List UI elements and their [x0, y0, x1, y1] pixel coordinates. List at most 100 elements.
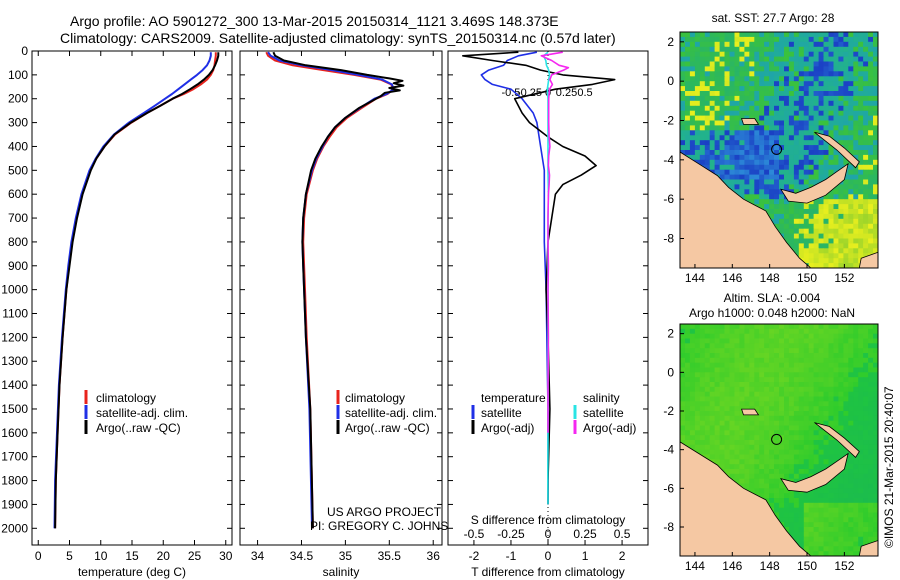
- heatmap-cell: [699, 362, 706, 368]
- heatmap-cell: [769, 386, 775, 392]
- heatmap-cell: [793, 449, 800, 455]
- heatmap-cell: [685, 396, 691, 402]
- heatmap-cell: [793, 115, 800, 121]
- heatmap-cell: [739, 194, 745, 200]
- heatmap-cell: [838, 204, 844, 210]
- heatmap-cell: [828, 377, 834, 383]
- heatmap-cell: [769, 61, 775, 67]
- heatmap-cell: [873, 179, 879, 185]
- heatmap-cell: [779, 512, 785, 518]
- heatmap-cell: [744, 348, 750, 354]
- heatmap-cell: [764, 159, 770, 166]
- heatmap-cell: [764, 81, 770, 87]
- heatmap-cell: [868, 449, 874, 455]
- heatmap-cell: [784, 444, 790, 450]
- heatmap-cell: [838, 263, 844, 269]
- heatmap-cell: [813, 382, 819, 388]
- heatmap-cell: [784, 435, 790, 441]
- heatmap-cell: [759, 396, 765, 402]
- depth-tick-label: 300: [8, 116, 28, 130]
- heatmap-cell: [838, 76, 844, 82]
- heatmap-cell: [769, 194, 775, 200]
- heatmap-cell: [699, 435, 706, 441]
- heatmap-cell: [798, 91, 805, 97]
- heatmap-cell: [873, 243, 879, 249]
- heatmap-cell: [818, 372, 824, 378]
- heatmap-cell: [798, 184, 805, 190]
- heatmap-cell: [680, 32, 686, 38]
- heatmap-cell: [828, 478, 834, 484]
- heatmap-cell: [848, 76, 854, 82]
- heatmap-cell: [769, 81, 775, 87]
- heatmap-cell: [709, 154, 716, 161]
- heatmap-cell: [699, 353, 706, 359]
- heatmap-cell: [719, 86, 725, 92]
- heatmap-cell: [853, 536, 859, 542]
- heatmap-cell: [873, 372, 879, 378]
- heatmap-cell: [823, 430, 829, 436]
- heatmap-cell: [764, 478, 770, 484]
- heatmap-cell: [833, 420, 839, 426]
- heatmap-cell: [803, 411, 810, 417]
- heatmap-cell: [685, 110, 691, 116]
- heatmap-cell: [704, 401, 711, 407]
- heatmap-cell: [749, 338, 755, 344]
- heatmap-cell: [709, 105, 716, 112]
- heatmap-cell: [848, 527, 854, 533]
- heatmap-cell: [858, 328, 864, 334]
- heatmap-cell: [873, 184, 879, 190]
- heatmap-cell: [774, 41, 780, 48]
- heatmap-cell: [759, 425, 765, 431]
- heatmap-cell: [863, 353, 869, 359]
- heatmap-cell: [788, 115, 795, 121]
- heatmap-cell: [808, 382, 815, 388]
- heatmap-cell: [754, 179, 760, 185]
- heatmap-cell: [764, 46, 770, 53]
- heatmap-cell: [774, 411, 780, 417]
- heatmap-cell: [853, 41, 859, 48]
- heatmap-cell: [724, 46, 730, 53]
- heatmap-cell: [818, 333, 824, 339]
- heatmap-cell: [774, 338, 780, 344]
- heatmap-cell: [838, 531, 844, 537]
- heatmap-cell: [853, 430, 859, 436]
- heatmap-cell: [734, 425, 740, 431]
- heatmap-cell: [798, 522, 805, 528]
- heatmap-cell: [729, 76, 735, 82]
- heatmap-cell: [774, 425, 780, 431]
- heatmap-cell: [858, 444, 864, 450]
- heatmap-cell: [848, 263, 854, 269]
- heatmap-cell: [853, 415, 859, 421]
- heatmap-cell: [734, 338, 740, 344]
- heatmap-cell: [709, 353, 716, 359]
- heatmap-cell: [853, 189, 859, 195]
- heatmap-cell: [704, 425, 711, 431]
- heatmap-cell: [863, 76, 869, 82]
- heatmap-cell: [719, 46, 725, 53]
- heatmap-cell: [694, 382, 701, 388]
- heatmap-cell: [759, 386, 765, 392]
- heatmap-cell: [749, 454, 755, 460]
- heatmap-cell: [793, 454, 800, 460]
- heatmap-cell: [843, 328, 849, 334]
- heatmap-cell: [858, 507, 864, 513]
- heatmap-cell: [803, 420, 810, 426]
- heatmap-cell: [719, 420, 725, 426]
- heatmap-cell: [764, 324, 770, 330]
- heatmap-cell: [798, 204, 805, 210]
- heatmap-cell: [784, 61, 790, 67]
- heatmap-cell: [709, 32, 716, 38]
- heatmap-cell: [798, 81, 805, 87]
- heatmap-cell: [838, 223, 844, 230]
- heatmap-cell: [843, 401, 849, 407]
- heatmap-cell: [798, 440, 805, 446]
- heatmap-cell: [779, 169, 785, 175]
- heatmap-cell: [798, 512, 805, 518]
- heatmap-cell: [823, 56, 829, 62]
- heatmap-cell: [788, 396, 795, 402]
- heatmap-cell: [848, 478, 854, 484]
- heatmap-cell: [784, 145, 790, 151]
- heatmap-cell: [680, 435, 686, 441]
- heatmap-cell: [848, 179, 854, 185]
- heatmap-cell: [853, 204, 859, 210]
